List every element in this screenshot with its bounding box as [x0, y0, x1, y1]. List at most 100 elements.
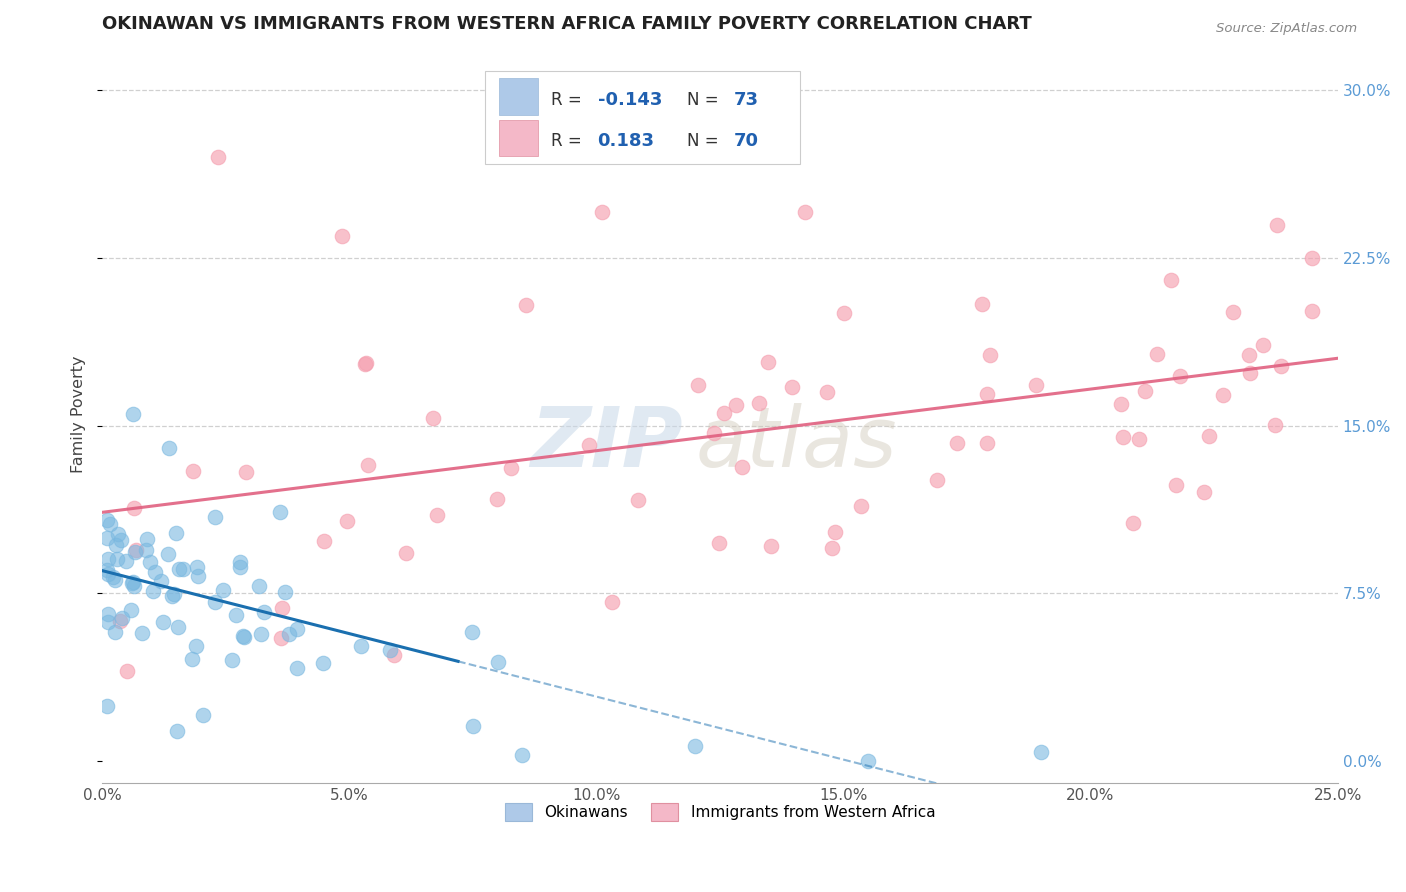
- Point: [97, 615, 120, 630]
- Point: [851, 499, 873, 513]
- Point: [156, 547, 179, 561]
- Point: [104, 624, 127, 639]
- Point: [759, 539, 782, 553]
- Point: [122, 501, 145, 516]
- Point: [1194, 485, 1216, 500]
- Point: [501, 460, 523, 475]
- Text: -0.143: -0.143: [598, 91, 662, 109]
- Point: [115, 665, 138, 679]
- Point: [115, 554, 138, 568]
- Text: 0.183: 0.183: [598, 132, 655, 151]
- Point: [166, 724, 188, 739]
- Point: [856, 754, 879, 768]
- Point: [515, 298, 537, 312]
- Point: [600, 595, 623, 609]
- Point: [925, 473, 948, 487]
- Point: [98, 516, 121, 531]
- Point: [1265, 218, 1288, 232]
- Point: [277, 626, 299, 640]
- Point: [104, 573, 127, 587]
- Point: [1128, 432, 1150, 446]
- Text: 73: 73: [734, 91, 758, 109]
- FancyBboxPatch shape: [499, 120, 538, 156]
- FancyBboxPatch shape: [499, 78, 538, 114]
- Point: [1198, 428, 1220, 442]
- Point: [1251, 338, 1274, 352]
- Point: [382, 648, 405, 662]
- Point: [1264, 418, 1286, 433]
- Point: [152, 615, 174, 629]
- Point: [688, 378, 710, 392]
- Text: atlas: atlas: [695, 403, 897, 484]
- Point: [225, 607, 247, 622]
- Point: [1025, 377, 1047, 392]
- Point: [122, 579, 145, 593]
- Point: [162, 587, 184, 601]
- Point: [1146, 347, 1168, 361]
- Point: [780, 380, 803, 394]
- Point: [683, 739, 706, 753]
- Point: [794, 205, 817, 219]
- Point: [111, 611, 134, 625]
- Point: [461, 624, 484, 639]
- Point: [249, 579, 271, 593]
- Point: [979, 348, 1001, 362]
- Point: [976, 435, 998, 450]
- Point: [162, 589, 184, 603]
- Point: [253, 606, 276, 620]
- Point: [832, 305, 855, 319]
- Text: OKINAWAN VS IMMIGRANTS FROM WESTERN AFRICA FAMILY POVERTY CORRELATION CHART: OKINAWAN VS IMMIGRANTS FROM WESTERN AFRI…: [103, 15, 1032, 33]
- Point: [186, 560, 208, 574]
- Point: [311, 656, 333, 670]
- Point: [820, 541, 842, 556]
- Point: [207, 150, 229, 164]
- Point: [1029, 745, 1052, 759]
- Point: [354, 358, 377, 372]
- Point: [1301, 251, 1323, 265]
- Point: [1160, 273, 1182, 287]
- Point: [124, 545, 146, 559]
- Legend: Okinawans, Immigrants from Western Africa: Okinawans, Immigrants from Western Afric…: [499, 797, 942, 827]
- Point: [731, 460, 754, 475]
- Point: [946, 436, 969, 450]
- Point: [105, 552, 128, 566]
- Point: [97, 607, 120, 622]
- Point: [187, 568, 209, 582]
- Text: R =: R =: [551, 132, 586, 151]
- Text: ZIP: ZIP: [530, 403, 683, 484]
- Point: [191, 707, 214, 722]
- Point: [232, 629, 254, 643]
- Text: Source: ZipAtlas.com: Source: ZipAtlas.com: [1216, 22, 1357, 36]
- Point: [1112, 430, 1135, 444]
- Point: [357, 458, 380, 472]
- Point: [204, 595, 226, 609]
- Point: [122, 574, 145, 589]
- Point: [486, 655, 509, 669]
- Point: [461, 719, 484, 733]
- Point: [1109, 397, 1132, 411]
- Point: [229, 555, 252, 569]
- Point: [510, 747, 533, 762]
- Point: [122, 408, 145, 422]
- Point: [1237, 348, 1260, 362]
- Point: [108, 614, 131, 628]
- Point: [274, 584, 297, 599]
- Point: [125, 542, 148, 557]
- Point: [976, 386, 998, 401]
- Point: [591, 205, 613, 219]
- Y-axis label: Family Poverty: Family Poverty: [72, 356, 86, 473]
- Point: [96, 699, 118, 714]
- Point: [221, 653, 243, 667]
- Point: [314, 534, 336, 549]
- Point: [748, 396, 770, 410]
- Point: [1170, 368, 1192, 383]
- Point: [181, 464, 204, 478]
- Point: [336, 514, 359, 528]
- Point: [1239, 366, 1261, 380]
- Point: [1164, 478, 1187, 492]
- Point: [1301, 304, 1323, 318]
- Point: [626, 493, 648, 508]
- Point: [96, 563, 118, 577]
- Point: [270, 631, 292, 645]
- Point: [285, 660, 308, 674]
